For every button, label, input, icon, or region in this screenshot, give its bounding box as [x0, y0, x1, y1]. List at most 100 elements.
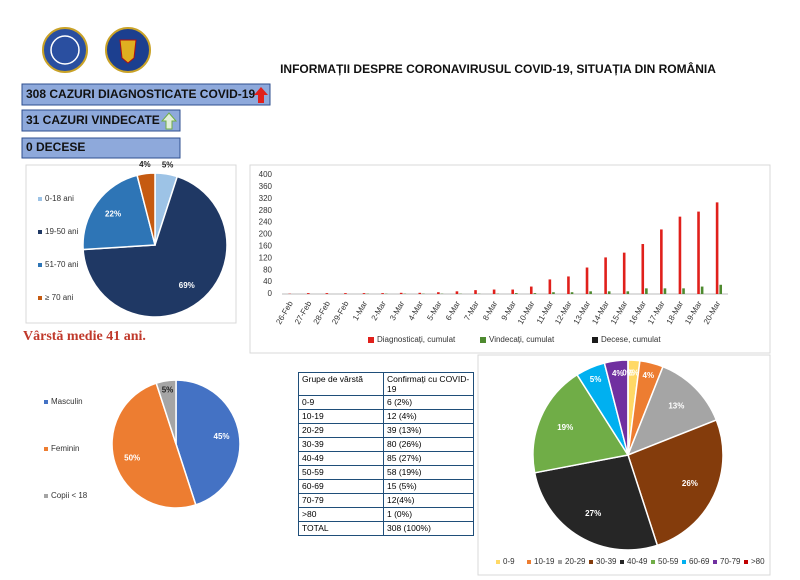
pie-slice	[627, 419, 724, 547]
bar	[719, 284, 723, 294]
panel	[249, 164, 771, 354]
bar	[567, 276, 570, 294]
legend-swatch	[589, 560, 593, 564]
table-row: Grupe de vârstă Confirmați cu COVID-19	[298, 372, 474, 396]
bar	[552, 292, 555, 294]
table-cell: Grupe de vârstă	[298, 372, 384, 396]
table-row: TOTAL 308 (100%)	[298, 521, 474, 536]
y-tick-label: 280	[259, 206, 273, 215]
bar	[437, 292, 440, 294]
age-note: Vârstă medie 41 ani.	[23, 329, 146, 344]
bar	[381, 293, 384, 294]
legend-swatch	[558, 560, 562, 564]
pie-slice	[626, 365, 718, 457]
table-cell: 12(4%)	[383, 493, 474, 508]
slice-label: 45%	[214, 432, 230, 441]
table-cell: 40-49	[298, 451, 384, 466]
legend-label: Feminin	[51, 444, 79, 453]
table-cell: 20-29	[298, 423, 384, 438]
pie-slice	[175, 379, 241, 506]
arrow-up	[160, 112, 178, 130]
legend-label: 10-19	[534, 557, 555, 566]
bar	[344, 293, 347, 294]
legend-swatch	[527, 560, 531, 564]
bar	[700, 286, 704, 294]
bar	[607, 291, 611, 294]
pie-slice	[82, 174, 156, 251]
legend-swatch	[38, 197, 42, 201]
bar	[492, 289, 496, 294]
x-tick-label: 4-Mar	[407, 299, 425, 322]
logo-crest	[119, 39, 137, 64]
y-tick-label: 0	[268, 289, 273, 298]
bar	[645, 288, 648, 294]
table-cell: Confirmați cu COVID-19	[383, 372, 474, 396]
legend-swatch	[620, 560, 624, 564]
pie-slice	[82, 175, 228, 318]
bar	[362, 293, 366, 294]
table-cell: 308 (100%)	[383, 521, 474, 536]
x-tick-label: 2-Mar	[370, 299, 388, 322]
legend-swatch	[651, 560, 655, 564]
table-cell: >80	[298, 507, 384, 522]
slice-label: 50%	[124, 453, 140, 462]
pie-slice	[111, 382, 197, 509]
logo-government	[42, 27, 88, 73]
x-tick-label: 6-Mar	[444, 299, 462, 322]
y-tick-label: 40	[263, 277, 272, 286]
table-cell: 85 (27%)	[383, 451, 474, 466]
bar	[399, 292, 403, 294]
legend-swatch	[713, 560, 717, 564]
legend-label: 70-79	[720, 557, 741, 566]
legend-swatch	[592, 337, 598, 343]
bar	[697, 211, 700, 294]
x-tick-label: 8-Mar	[481, 299, 499, 322]
slice-label: 5%	[162, 160, 174, 169]
table-row: 60-69 15 (5%)	[298, 479, 474, 494]
legend-swatch	[682, 560, 686, 564]
legend-label: 30-39	[596, 557, 617, 566]
table-cell: 60-69	[298, 479, 384, 494]
legend-swatch	[44, 400, 48, 404]
x-tick-label: 7-Mar	[462, 299, 480, 322]
slice-label: 5%	[162, 385, 174, 394]
x-tick-label: 1-Mar	[351, 299, 369, 322]
table-cell: 15 (5%)	[383, 479, 474, 494]
slice-label: 22%	[105, 210, 121, 219]
table-cell: 1 (0%)	[383, 507, 474, 522]
table-row: >80 1 (0%)	[298, 507, 474, 522]
legend-swatch	[38, 296, 42, 300]
y-tick-label: 200	[259, 230, 273, 239]
legend-swatch	[38, 230, 42, 234]
table-row: 70-79 12(4%)	[298, 493, 474, 508]
x-tick-label: 3-Mar	[388, 299, 406, 322]
table-cell: 50-59	[298, 465, 384, 480]
x-tick-label: 20-Mar	[702, 299, 723, 326]
table-cell: 6 (2%)	[383, 395, 474, 410]
status-box	[21, 109, 181, 132]
x-tick-label: 29-Feb	[330, 299, 351, 326]
table-row: 30-39 80 (26%)	[298, 437, 474, 452]
legend-swatch	[44, 447, 48, 451]
y-tick-label: 80	[263, 265, 272, 274]
bar	[533, 293, 537, 294]
bar	[626, 291, 630, 294]
bar	[715, 202, 719, 294]
y-tick-label: 160	[259, 242, 273, 251]
status-box	[21, 137, 181, 159]
slice-label: 19%	[557, 423, 573, 432]
slice-label: 27%	[585, 509, 601, 518]
slice-label: 4%	[643, 371, 655, 380]
y-tick-label: 320	[259, 194, 273, 203]
table-cell: 12 (4%)	[383, 409, 474, 424]
panel	[477, 354, 771, 576]
legend-label: 40-49	[627, 557, 648, 566]
y-tick-label: 360	[259, 182, 273, 191]
table-row: 10-19 12 (4%)	[298, 409, 474, 424]
legend-label: Decese, cumulat	[601, 335, 661, 344]
table-cell: 0-9	[298, 395, 384, 410]
bar	[570, 292, 574, 294]
slice-label: 26%	[682, 479, 698, 488]
legend-label: 0-18 ani	[45, 194, 74, 203]
